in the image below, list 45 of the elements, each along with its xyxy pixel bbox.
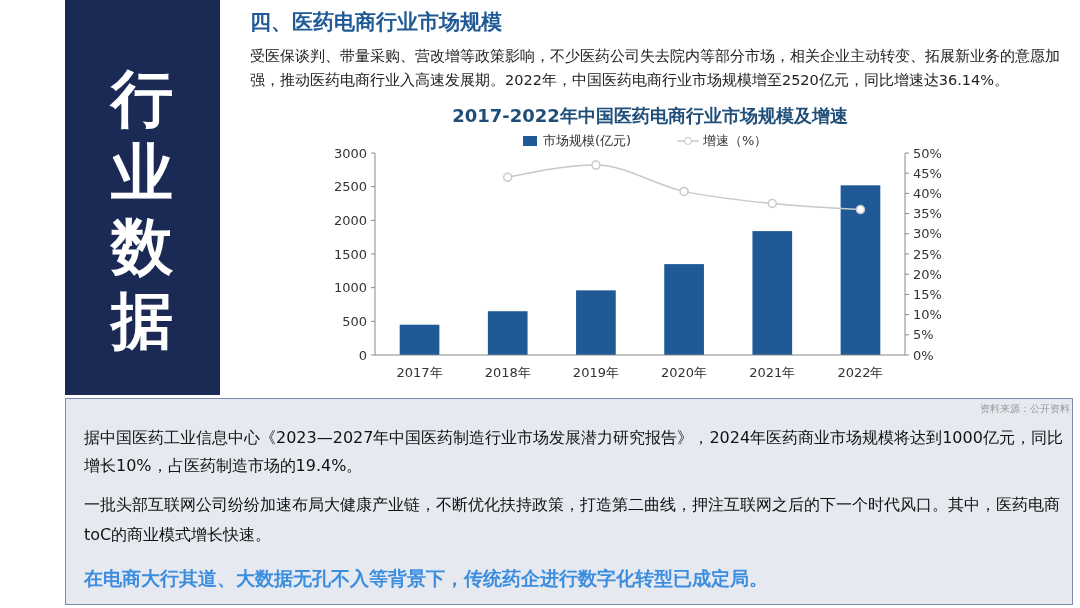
- point: [855, 204, 866, 215]
- y-tick-label: 2500: [333, 179, 367, 195]
- legend-label: 增速（%）: [702, 133, 768, 148]
- x-tick-label: 2022年: [837, 365, 884, 380]
- bar: [399, 324, 440, 355]
- y2-tick-label: 20%: [913, 266, 942, 282]
- legend-label: 市场规模(亿元): [543, 133, 632, 148]
- y-tick-label: 3000: [333, 145, 367, 161]
- text: 资料来源：公开资料: [979, 402, 1070, 416]
- y2-tick-label: 0%: [913, 347, 934, 363]
- bar: [576, 290, 616, 355]
- y-tick-label: 1500: [333, 246, 367, 262]
- text: 受医保谈判、带量采购、营改增等政策影响，不少医药公司失去院内等部分市场，相关企业主动转变、拓展新业务的意愿加强，推动医药电商行业入高速发展期。2022年，中国医药电商行业市场规模增至2520亿元，同比增速达36.14%。: [250, 47, 1061, 90]
- y2-tick-label: 30%: [913, 226, 942, 242]
- chart-title: 2017-2022年中国医药电商行业市场规模及增速: [452, 105, 848, 126]
- text: 一批头部互联网公司纷纷加速布局大健康产业链，不断优化扶持政策，打造第二曲线，押注互联网之后的下一个时代风口。其中，医药电商toC的商业模式增长快速。: [84, 494, 1061, 546]
- text: 据中国医药工业信息中心《2023—2027年中国医药制造行业市场发展潜力研究报告》，2024年医药商业市场规模将达到1000亿元，同比增长10%，占医药制造市场的19.4%。: [84, 427, 1064, 477]
- x-tick-label: 2017年: [396, 365, 443, 380]
- y-tick-label: 1000: [333, 280, 367, 296]
- y2-tick-label: 15%: [913, 286, 942, 302]
- bar: [664, 264, 704, 355]
- point: [767, 198, 778, 209]
- y-tick-label: 0: [358, 347, 367, 363]
- x-tick-label: 2021年: [749, 365, 796, 380]
- text: 行业数据: [108, 62, 174, 358]
- y2-tick-label: 35%: [913, 206, 942, 222]
- y2-tick-label: 5%: [913, 327, 934, 343]
- point: [502, 172, 513, 182]
- y2-tick-label: 50%: [913, 145, 942, 161]
- y2-tick-label: 25%: [913, 246, 942, 262]
- y-tick-label: 2000: [333, 212, 367, 228]
- bar: [487, 311, 528, 355]
- x-tick-label: 2019年: [572, 365, 619, 380]
- x-tick-label: 2020年: [661, 365, 708, 380]
- text: 在电商大行其道、大数据无孔不入等背景下，传统药企进行数字化转型已成定局。: [84, 566, 769, 591]
- y2-tick-label: 45%: [913, 165, 942, 181]
- point: [679, 186, 689, 197]
- point: [591, 160, 601, 170]
- x-tick-label: 2018年: [484, 365, 531, 380]
- bar: [840, 185, 881, 355]
- y-tick-label: 500: [342, 313, 367, 329]
- y2-tick-label: 10%: [913, 307, 942, 323]
- text: 四、医药电商行业市场规模: [250, 9, 503, 36]
- y2-tick-label: 40%: [913, 185, 942, 201]
- bar: [752, 231, 793, 355]
